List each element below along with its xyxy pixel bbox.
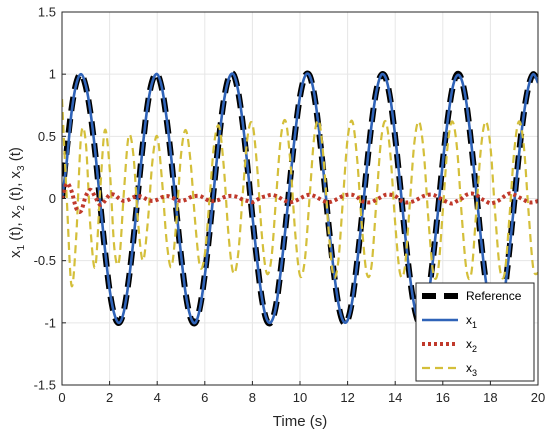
x-tick-label: 0 (58, 390, 65, 405)
x-tick-label: 10 (293, 390, 307, 405)
y-axis-label-part: x (7, 250, 24, 258)
y-tick-label: 1.5 (38, 5, 56, 20)
plot-area (62, 70, 538, 327)
x-tick-label: 18 (483, 390, 497, 405)
x-tick-label: 4 (154, 390, 161, 405)
legend-label-subscript: 1 (472, 320, 477, 330)
legend-label-subscript: 2 (472, 344, 477, 354)
series-line-x2 (62, 181, 538, 214)
ticks: 0 2 4 6 8 10 12 14 16 18 20-1.5-1-0.500.511.5 (34, 5, 546, 406)
x-tick-label: 16 (436, 390, 450, 405)
y-tick-label: 1 (49, 67, 56, 82)
y-tick-label: -0.5 (34, 253, 56, 268)
x-tick-label: 8 (249, 390, 256, 405)
x-tick-label: 14 (388, 390, 402, 405)
y-axis-label-subscript: 3 (16, 165, 27, 171)
y-tick-label: 0 (49, 191, 56, 206)
y-axis-label-subscript: 2 (16, 205, 27, 211)
y-axis-label: x1 (t), x2 (t), x3 (t) (7, 147, 27, 258)
y-tick-label: -1.5 (34, 378, 56, 393)
y-axis-label-part: (t) (7, 147, 24, 165)
y-axis-label-subscript: 1 (16, 244, 27, 250)
y-tick-label: 0.5 (38, 129, 56, 144)
x-tick-label: 2 (106, 390, 113, 405)
x-tick-label: 20 (531, 390, 545, 405)
y-axis-label-part: (t), x (7, 170, 24, 205)
legend-label-base: x (466, 337, 472, 351)
x-tick-label: 12 (340, 390, 354, 405)
legend-label-subscript: 3 (472, 368, 477, 378)
legend-label-base: x (466, 313, 472, 327)
x-axis-label: Time (s) (273, 413, 327, 430)
x-tick-label: 6 (201, 390, 208, 405)
series-group (62, 70, 538, 327)
legend-label-base: x (466, 361, 472, 375)
series-line-x3 (62, 98, 538, 288)
legend-label-x3: x3 (466, 361, 477, 378)
y-axis-label-part: (t), x (7, 210, 24, 245)
legend-box (415, 282, 535, 382)
legend-label-x1: x1 (466, 313, 477, 330)
legend-label-x2: x2 (466, 337, 477, 354)
legend-label-reference: Reference (466, 289, 522, 303)
series-line-x1 (62, 72, 538, 325)
y-tick-label: -1 (44, 315, 56, 330)
